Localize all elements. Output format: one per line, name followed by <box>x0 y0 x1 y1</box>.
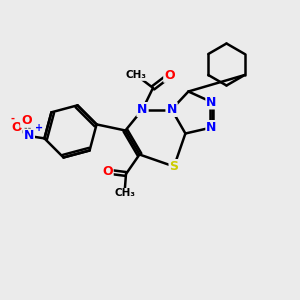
Text: S: S <box>169 160 178 173</box>
Text: O: O <box>11 121 22 134</box>
Text: N: N <box>137 103 148 116</box>
Text: O: O <box>21 114 32 127</box>
Text: N: N <box>24 130 34 142</box>
Text: +: + <box>35 123 44 133</box>
Text: N: N <box>167 103 177 116</box>
Text: O: O <box>102 165 113 178</box>
Text: N: N <box>206 95 217 109</box>
Text: CH₃: CH₃ <box>114 188 135 199</box>
Text: N: N <box>206 121 217 134</box>
Text: O: O <box>164 69 175 82</box>
Text: CH₃: CH₃ <box>126 70 147 80</box>
Text: -: - <box>11 114 15 124</box>
